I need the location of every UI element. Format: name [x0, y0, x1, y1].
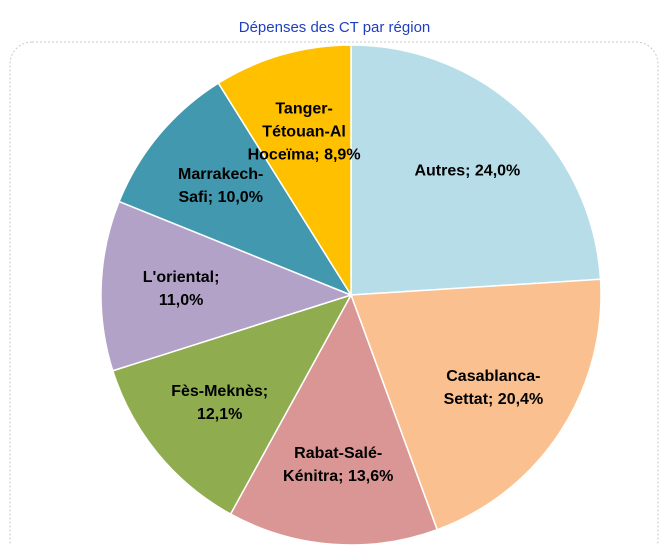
category-name: Casablanca-Settat: [443, 367, 541, 408]
category-name: Rabat-Salé-Kénitra: [283, 444, 383, 485]
slice-label: Marrakech-Safi; 10,0%: [162, 163, 280, 209]
value-label: 10,0%: [217, 188, 263, 206]
pie-slice: [217, 44, 352, 298]
chart-title: Dépenses des CT par région: [238, 19, 431, 36]
value-label: 24,0%: [474, 162, 521, 180]
separator: ;: [207, 188, 214, 206]
value-label: 13,6%: [347, 467, 394, 485]
category-name: L'oriental: [142, 268, 215, 286]
slice-label: Rabat-Salé-Kénitra; 13,6%: [279, 442, 397, 488]
separator: ;: [465, 162, 471, 180]
pie-slice: [118, 82, 353, 297]
value-label: 12,1%: [196, 405, 243, 423]
slice-label: L'oriental; 11,0%: [122, 266, 240, 312]
category-name: Autres: [414, 162, 466, 180]
separator: ;: [314, 146, 320, 164]
pie-slice: [229, 293, 439, 545]
pie-slice: [111, 293, 353, 516]
pie-slice: [349, 278, 602, 531]
value-label: 11,0%: [158, 291, 204, 309]
value-label: 8,9%: [324, 146, 361, 164]
category-name: Tanger-Tétouan-Al Hoceïma: [247, 100, 346, 164]
pie-slice: [350, 44, 602, 296]
separator: ;: [488, 390, 494, 408]
separator: ;: [262, 382, 269, 400]
slice-label: Fès-Meknès; 12,1%: [161, 380, 279, 426]
category-name: Fès-Meknès: [171, 382, 263, 400]
pie-slice: [100, 200, 354, 372]
category-name: Marrakech-Safi: [178, 165, 264, 206]
slice-label: Casablanca-Settat; 20,4%: [434, 365, 552, 411]
separator: ;: [338, 467, 344, 485]
slice-label: Tanger-Tétouan-Al Hoceïma; 8,9%: [245, 97, 363, 166]
frame: [9, 41, 659, 545]
value-label: 20,4%: [497, 390, 544, 408]
slice-label: Autres; 24,0%: [408, 160, 526, 183]
separator: ;: [214, 268, 220, 286]
